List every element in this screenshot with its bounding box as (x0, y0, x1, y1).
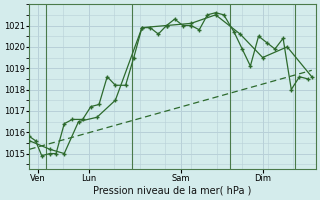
X-axis label: Pression niveau de la mer( hPa ): Pression niveau de la mer( hPa ) (93, 186, 252, 196)
